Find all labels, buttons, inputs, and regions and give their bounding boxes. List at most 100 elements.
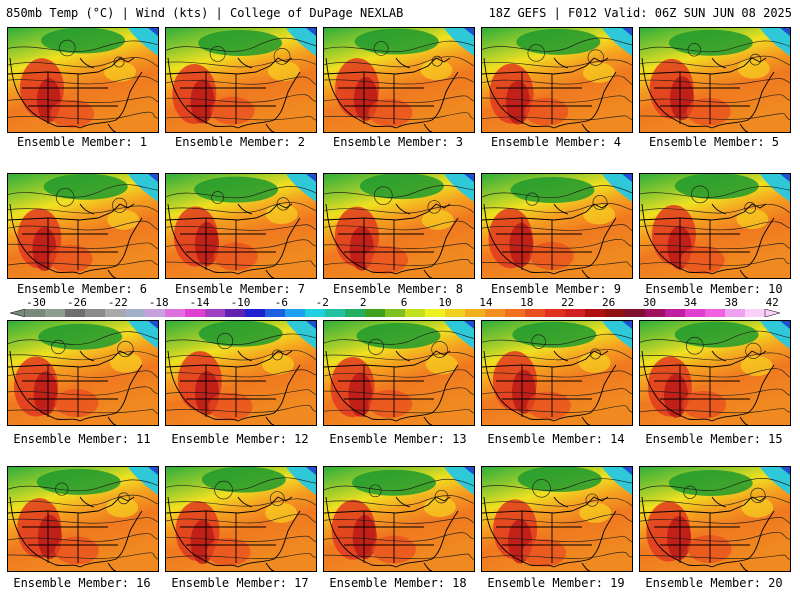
ensemble-member-label: Ensemble Member: 20 xyxy=(645,576,783,590)
colorbar-swatch xyxy=(245,309,266,317)
colorbar-tick-label: -10 xyxy=(230,296,251,309)
colorbar-swatch xyxy=(685,309,706,317)
ensemble-member-label: Ensemble Member: 13 xyxy=(329,432,467,446)
map-title: 850mb Temp (°C) | Wind (kts) | College o… xyxy=(6,6,404,20)
colorbar-tick-label: -26 xyxy=(66,296,87,309)
colorbar-swatch xyxy=(525,309,546,317)
colorbar-swatch xyxy=(265,309,286,317)
colorbar-tick-label: 34 xyxy=(683,296,698,309)
ensemble-member-label: Ensemble Member: 4 xyxy=(490,135,622,149)
colorbar-swatch xyxy=(585,309,606,317)
colorbar-swatch xyxy=(205,309,226,317)
colorbar-swatch xyxy=(485,309,506,317)
colorbar-tick-label: -6 xyxy=(274,296,289,309)
colorbar-swatch xyxy=(505,309,526,317)
ensemble-member-map xyxy=(7,320,159,426)
colorbar-swatch xyxy=(145,309,166,317)
ensemble-member-label: Ensemble Member: 8 xyxy=(332,282,464,296)
colorbar-max-arrow xyxy=(764,309,780,317)
colorbar-tick-label: 26 xyxy=(601,296,616,309)
ensemble-member-map xyxy=(7,173,159,279)
ensemble-member-label: Ensemble Member: 11 xyxy=(13,432,151,446)
colorbar-swatch xyxy=(385,309,406,317)
ensemble-member-label: Ensemble Member: 2 xyxy=(174,135,306,149)
colorbar-tick-label: 14 xyxy=(479,296,493,309)
ensemble-member-label: Ensemble Member: 16 xyxy=(13,576,151,590)
ensemble-member-map xyxy=(639,27,791,133)
colorbar-tick-label: 6 xyxy=(400,296,408,309)
colorbar-swatch xyxy=(165,309,186,317)
colorbar-swatch xyxy=(665,309,686,317)
colorbar-tick-label: -18 xyxy=(148,296,169,309)
colorbar-tick-label: 42 xyxy=(765,296,779,309)
ensemble-member-map xyxy=(639,466,791,572)
colorbar-swatch xyxy=(745,309,766,317)
colorbar-swatch xyxy=(225,309,246,317)
ensemble-member-label: Ensemble Member: 6 xyxy=(16,282,148,296)
colorbar-swatch xyxy=(305,309,326,317)
ensemble-member-map xyxy=(323,466,475,572)
ensemble-member-map xyxy=(165,27,317,133)
colorbar-tick-label: 22 xyxy=(561,296,575,309)
colorbar-swatch xyxy=(625,309,646,317)
ensemble-member-label: Ensemble Member: 12 xyxy=(171,432,309,446)
ensemble-member-label: Ensemble Member: 15 xyxy=(645,432,783,446)
colorbar-swatch xyxy=(605,309,626,317)
colorbar-tick-label: 2 xyxy=(359,296,367,309)
colorbar-swatch xyxy=(405,309,426,317)
colorbar-tick-label: 18 xyxy=(520,296,534,309)
colorbar-swatch xyxy=(125,309,146,317)
colorbar-swatch xyxy=(285,309,306,317)
ensemble-member-map xyxy=(639,173,791,279)
colorbar-tick-label: -30 xyxy=(26,296,46,309)
colorbar-swatch xyxy=(65,309,86,317)
ensemble-member-label: Ensemble Member: 5 xyxy=(648,135,780,149)
ensemble-member-label: Ensemble Member: 19 xyxy=(487,576,625,590)
colorbar-swatch xyxy=(565,309,586,317)
colorbar-swatch xyxy=(325,309,346,317)
colorbar-swatch xyxy=(25,309,46,317)
ensemble-member-map xyxy=(7,466,159,572)
ensemble-member-map xyxy=(481,320,633,426)
colorbar-swatch xyxy=(45,309,66,317)
ensemble-member-map xyxy=(7,27,159,133)
colorbar-tick-label: -22 xyxy=(107,296,128,309)
ensemble-member-map xyxy=(639,320,791,426)
ensemble-member-label: Ensemble Member: 7 xyxy=(174,282,306,296)
colorbar-tick-label: -14 xyxy=(189,296,210,309)
ensemble-member-map xyxy=(165,173,317,279)
colorbar-swatch xyxy=(705,309,726,317)
colorbar-min-arrow xyxy=(10,309,26,317)
ensemble-member-label: Ensemble Member: 9 xyxy=(490,282,622,296)
ensemble-member-map xyxy=(323,173,475,279)
ensemble-member-label: Ensemble Member: 3 xyxy=(332,135,464,149)
colorbar-swatch xyxy=(105,309,126,317)
colorbar-swatch xyxy=(445,309,466,317)
ensemble-member-label: Ensemble Member: 18 xyxy=(329,576,467,590)
ensemble-member-map xyxy=(165,320,317,426)
temperature-colorbar xyxy=(10,309,780,317)
colorbar-swatch xyxy=(185,309,206,317)
colorbar-tick-label: 30 xyxy=(642,296,657,309)
ensemble-member-map xyxy=(165,466,317,572)
ensemble-member-label: Ensemble Member: 1 xyxy=(16,135,148,149)
ensemble-member-label: Ensemble Member: 10 xyxy=(645,282,783,296)
model-valid-time: 18Z GEFS | F012 Valid: 06Z SUN JUN 08 20… xyxy=(488,6,792,20)
ensemble-member-map xyxy=(323,320,475,426)
ensemble-member-label: Ensemble Member: 14 xyxy=(487,432,625,446)
colorbar-swatch xyxy=(645,309,666,317)
colorbar-swatch xyxy=(85,309,106,317)
colorbar-tick-label: 10 xyxy=(438,296,452,309)
ensemble-member-map xyxy=(481,27,633,133)
colorbar-swatch xyxy=(425,309,446,317)
colorbar-swatch xyxy=(345,309,366,317)
ensemble-member-map xyxy=(481,173,633,279)
colorbar-swatch xyxy=(365,309,386,317)
ensemble-member-label: Ensemble Member: 17 xyxy=(171,576,309,590)
colorbar-swatch xyxy=(465,309,486,317)
colorbar-swatch xyxy=(545,309,566,317)
ensemble-member-map xyxy=(323,27,475,133)
ensemble-member-map xyxy=(481,466,633,572)
colorbar-tick-label: -2 xyxy=(315,296,329,309)
colorbar-tick-label: 38 xyxy=(724,296,738,309)
